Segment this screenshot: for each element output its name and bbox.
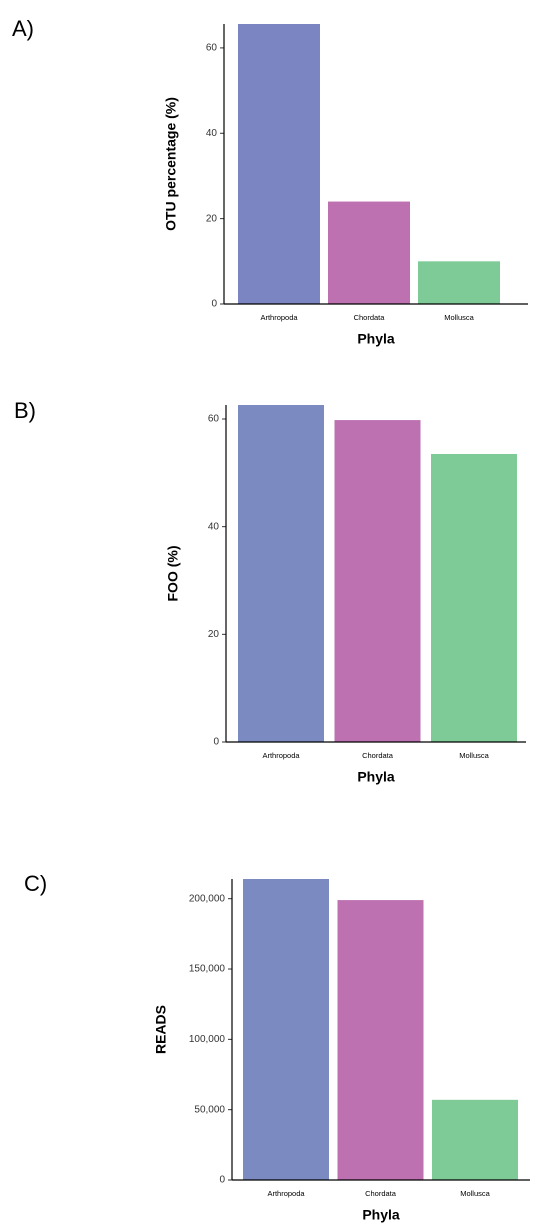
- panel-label: A): [12, 16, 34, 41]
- bar: [328, 201, 410, 304]
- x-tick-label: Mollusca: [460, 1189, 490, 1198]
- bar: [243, 879, 329, 1180]
- y-tick-label: 60: [206, 43, 218, 54]
- bar: [238, 405, 324, 742]
- bar: [337, 900, 424, 1180]
- y-tick-label: 0: [211, 299, 217, 310]
- y-tick-label: 150,000: [189, 964, 226, 975]
- y-tick-label: 100,000: [189, 1034, 226, 1045]
- x-tick-label: Chordata: [354, 313, 386, 322]
- y-tick-label: 50,000: [194, 1104, 225, 1115]
- y-axis-title: FOO (%): [165, 546, 181, 602]
- x-axis-title: Phyla: [357, 769, 395, 785]
- x-tick-label: Mollusca: [459, 751, 489, 760]
- y-axis-title: READS: [153, 1005, 169, 1054]
- panel-label: B): [14, 398, 36, 423]
- x-tick-label: Chordata: [362, 751, 394, 760]
- y-tick-label: 20: [208, 629, 220, 640]
- y-tick-label: 40: [208, 521, 220, 532]
- y-tick-label: 0: [219, 1175, 225, 1186]
- panel-label: C): [24, 871, 47, 896]
- y-axis-title: OTU percentage (%): [163, 97, 179, 231]
- bar: [431, 453, 517, 742]
- y-tick-label: 20: [206, 213, 218, 224]
- bar: [432, 1099, 518, 1180]
- x-tick-label: Arthropoda: [260, 313, 298, 322]
- y-tick-label: 200,000: [189, 893, 226, 904]
- y-tick-label: 40: [206, 128, 218, 139]
- bar: [418, 261, 500, 304]
- x-axis-title: Phyla: [362, 1207, 400, 1223]
- x-axis-title: Phyla: [357, 331, 395, 347]
- x-tick-label: Arthropoda: [267, 1189, 305, 1198]
- bar: [238, 24, 320, 304]
- y-tick-label: 0: [213, 737, 219, 748]
- x-tick-label: Arthropoda: [262, 751, 300, 760]
- y-tick-label: 60: [208, 414, 220, 425]
- x-tick-label: Mollusca: [444, 313, 474, 322]
- bar: [334, 420, 421, 742]
- x-tick-label: Chordata: [365, 1189, 397, 1198]
